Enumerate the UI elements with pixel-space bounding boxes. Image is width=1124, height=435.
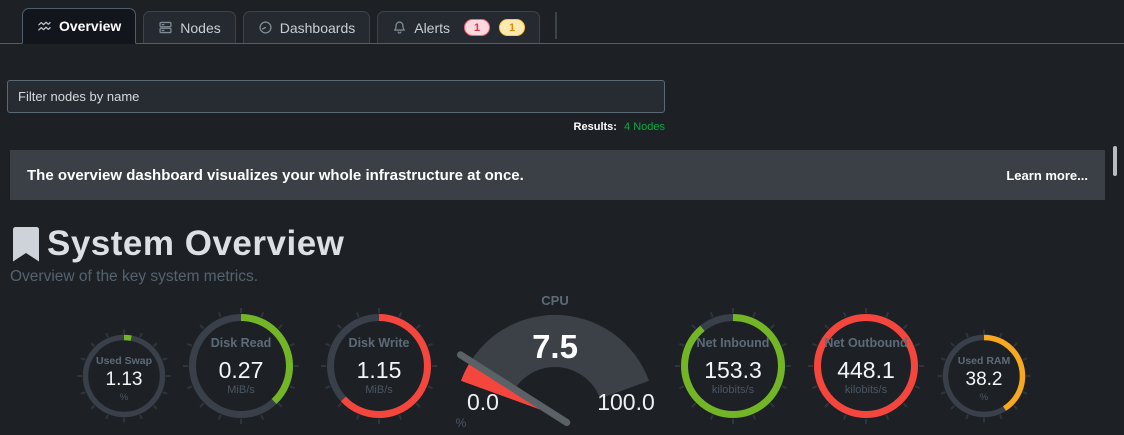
results-line: Results: 4 Nodes [7, 121, 665, 133]
servers-icon [158, 20, 173, 35]
section-title: System Overview [47, 224, 345, 263]
tab-label: Alerts [414, 19, 451, 36]
used-ram-ring [937, 329, 1031, 423]
gauge-disk-write[interactable]: Disk Write 1.15 MiB/s [319, 306, 439, 431]
scrollbar-thumb[interactable] [1113, 146, 1117, 176]
bookmark-icon [13, 227, 39, 267]
used-swap-ring [77, 329, 171, 423]
gauge-cpu[interactable]: CPU 7.5 0.0 100.0 % [443, 292, 673, 435]
disk-read-ring [183, 308, 299, 424]
cpu-gauge-fan [461, 314, 649, 399]
bell-icon [392, 20, 407, 35]
learn-more-link[interactable]: Learn more... [1006, 167, 1088, 183]
tab-label: Nodes [180, 19, 221, 36]
gauge-used-ram[interactable]: Used RAM 38.2 % [934, 326, 1034, 431]
area-chart-icon [37, 19, 52, 34]
critical-alerts-badge: 1 [464, 19, 491, 36]
filter-nodes-input[interactable] [7, 80, 665, 113]
gauge-used-swap[interactable]: Used Swap 1.13 % [74, 326, 174, 431]
banner-message: The overview dashboard visualizes your w… [27, 166, 524, 184]
tab-alerts[interactable]: Alerts 1 1 [377, 11, 541, 43]
tab-label: Overview [59, 18, 122, 34]
tab-divider [555, 12, 558, 39]
warning-alerts-badge: 1 [499, 19, 526, 36]
cpu-gauge-svg [457, 314, 649, 426]
net-outbound-ring [808, 308, 924, 424]
tab-nodes[interactable]: Nodes [143, 11, 236, 43]
disk-write-ring [321, 308, 437, 424]
results-label: Results: [573, 121, 617, 133]
gauge-net-inbound[interactable]: Net Inbound 153.3 kilobits/s [673, 306, 793, 431]
gauge-disk-read[interactable]: Disk Read 0.27 MiB/s [181, 306, 301, 431]
tab-label: Dashboards [279, 19, 356, 36]
net-inbound-ring [675, 308, 791, 424]
tab-bar: Overview Nodes Dashboards [0, 0, 1124, 44]
tab-dashboards[interactable]: Dashboards [242, 11, 371, 43]
gauge-icon [258, 20, 273, 35]
results-count: 4 Nodes [624, 121, 665, 133]
gauge-net-outbound[interactable]: Net Outbound 448.1 kilobits/s [806, 306, 926, 431]
tab-overview[interactable]: Overview [22, 8, 137, 44]
info-banner: The overview dashboard visualizes your w… [10, 150, 1105, 200]
section-subtitle: Overview of the key system metrics. [10, 268, 259, 285]
